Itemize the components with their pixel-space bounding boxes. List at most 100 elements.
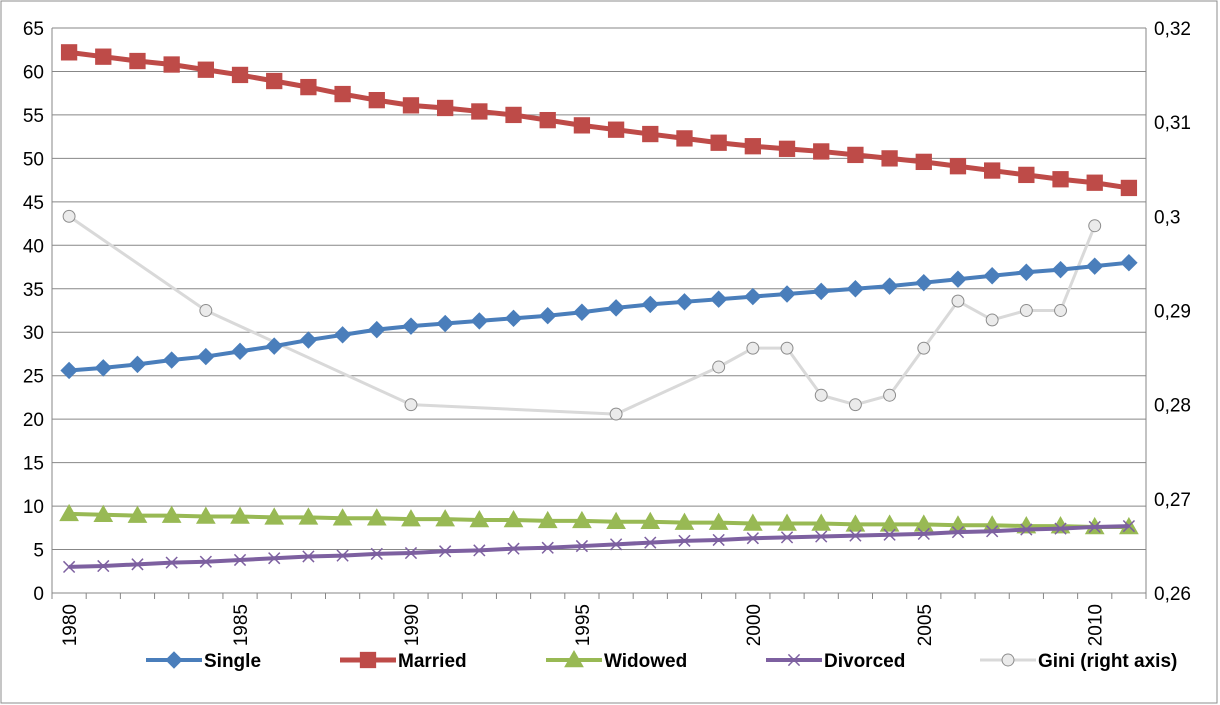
data-point: [951, 294, 965, 308]
data-point: [881, 150, 898, 167]
data-point: [268, 552, 281, 565]
data-point: [849, 529, 862, 542]
data-point: [564, 649, 584, 668]
data-point: [641, 295, 659, 314]
data-point: [97, 559, 110, 573]
data-point: [197, 347, 215, 366]
data-point: [1054, 522, 1067, 535]
data-point: [264, 507, 285, 525]
data-point: [1054, 304, 1067, 317]
data-point: [436, 314, 454, 333]
data-point-stroke: [268, 552, 281, 565]
data-point-stroke: [787, 653, 801, 667]
axes: 0 5 10 15 20 25 30 35 40 45 50 55 60 65 0,26 0,27 0,28 0,…: [23, 19, 1191, 646]
data-point: [298, 507, 319, 525]
data-point: [435, 509, 456, 527]
data-point: [607, 121, 625, 138]
data-point: [846, 280, 865, 298]
data-point: [607, 299, 625, 317]
legend: Single Married Widowed Divorced Gini (right …: [146, 649, 1177, 672]
legend-label: Gini (right axis): [1038, 651, 1177, 672]
data-point-stroke: [609, 538, 623, 551]
data-point: [402, 97, 420, 114]
data-point: [984, 162, 1001, 179]
data-point: [883, 528, 896, 541]
data-point: [1088, 520, 1101, 534]
data-point: [917, 341, 931, 355]
data-point: [197, 61, 214, 78]
data-point: [744, 138, 761, 155]
data-point: [195, 506, 216, 524]
x-tick-label: 1985: [231, 604, 252, 646]
data-point: [60, 44, 78, 61]
y-left-tick-label: 30: [23, 323, 44, 344]
data-point: [787, 653, 801, 667]
data-point: [404, 546, 418, 560]
data-point: [162, 351, 181, 369]
data-point: [507, 542, 520, 555]
data-point: [572, 510, 592, 529]
data-point-stroke: [370, 547, 383, 561]
y-left-tick-label: 60: [23, 62, 44, 83]
data-point: [165, 651, 183, 669]
data-point: [778, 285, 796, 303]
data-point-stroke: [917, 527, 930, 541]
series-layer: [59, 44, 1139, 574]
data-point-stroke: [883, 528, 896, 541]
y-left-tick-label: 25: [23, 367, 44, 388]
data-point: [575, 539, 589, 553]
data-point-stroke: [62, 560, 76, 574]
data-point-stroke: [199, 555, 212, 568]
data-point: [814, 388, 828, 402]
data-point: [95, 48, 112, 65]
data-point-stroke: [473, 544, 486, 557]
data-point-stroke: [1054, 522, 1067, 535]
data-point: [300, 78, 317, 96]
data-point: [401, 509, 421, 527]
data-point-stroke: [815, 530, 828, 543]
data-point: [359, 651, 377, 669]
legend-label: Divorced: [824, 651, 905, 672]
y-left-tick-label: 20: [23, 410, 44, 431]
data-point: [746, 532, 759, 545]
data-point: [404, 398, 418, 412]
data-point: [573, 303, 591, 321]
data-point: [439, 545, 452, 558]
data-point: [334, 85, 351, 103]
data-point: [128, 355, 147, 374]
data-point: [62, 560, 76, 574]
data-point: [60, 361, 78, 380]
data-point: [230, 506, 250, 524]
data-point: [368, 91, 385, 109]
data-point-stroke: [541, 541, 554, 554]
y-left-tick-label: 40: [23, 236, 44, 257]
data-point: [1020, 523, 1033, 536]
x-tick-label: 1980: [60, 604, 81, 646]
legend-item: Divorced: [766, 651, 905, 672]
data-point: [1001, 653, 1015, 667]
data-point: [165, 556, 178, 569]
y-right-tick-label: 0,26: [1154, 584, 1191, 605]
data-point: [1086, 174, 1103, 191]
legend-item: Single: [146, 651, 261, 672]
y-left-tick-label: 65: [23, 19, 44, 40]
data-point-stroke: [780, 531, 794, 544]
data-point-stroke: [575, 539, 589, 553]
data-point-stroke: [951, 526, 965, 539]
data-point: [609, 538, 623, 551]
data-point: [127, 505, 148, 523]
data-point: [199, 555, 212, 568]
y-right-tick-label: 0,3: [1154, 207, 1180, 228]
data-point: [676, 130, 693, 147]
data-point: [470, 312, 489, 330]
data-point: [780, 531, 794, 544]
y-left-tick-label: 5: [33, 541, 44, 562]
series-widowed: [59, 503, 1139, 535]
data-point: [777, 513, 797, 531]
data-point: [163, 56, 180, 73]
data-point: [813, 143, 830, 160]
data-point: [1120, 179, 1138, 197]
data-point: [161, 505, 182, 523]
